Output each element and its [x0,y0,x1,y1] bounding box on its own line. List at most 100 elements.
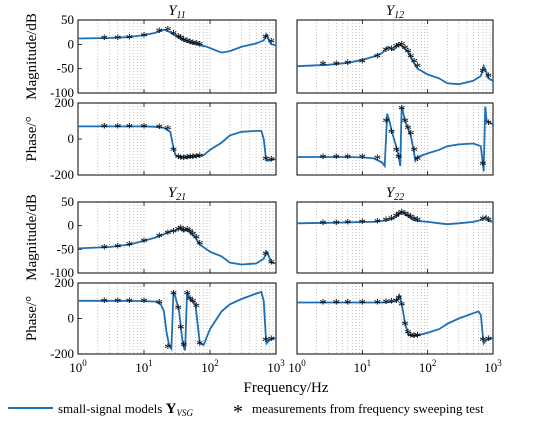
x-tick-label: 102 [419,358,437,375]
measurement-marker: * [186,225,194,241]
measurement-marker: * [410,55,418,71]
measurement-marker: * [126,239,134,255]
measurement-marker: * [410,330,418,346]
measurement-marker: * [186,151,194,167]
measurement-marker: * [140,295,148,311]
measurement-marker: * [344,151,352,167]
measurement-marker: * [479,213,487,229]
plot-frame [77,201,277,274]
legend-line-label: small-signal models YVSG [58,401,193,418]
panel-title: Y12 [386,3,404,21]
measurement-marker: * [268,333,276,349]
y-axis-label: Phase/° [24,116,40,161]
measurement-marker: * [398,298,406,314]
y-tick-label: -100 [50,265,74,280]
measurement-marker: * [382,115,390,131]
measurement-marker: * [382,214,390,230]
measurement-marker: * [333,58,341,74]
y-tick-label: -100 [50,85,74,100]
measurement-marker: * [359,151,367,167]
y-tick-label: 0 [68,131,75,146]
measurement-marker: * [414,153,422,169]
measurement-marker: * [155,230,163,246]
measurement-marker: * [126,295,134,311]
model-curve [297,106,493,172]
measurement-marker: * [359,55,367,71]
measurement-marker: * [485,70,493,86]
measurement-marker: * [414,214,422,230]
measurement-marker: * [398,206,406,222]
panel-Y12p: * * * * *********** ** [296,102,494,176]
model-curve [78,125,276,162]
measurement-marker: * [401,318,409,334]
measurement-marker: * [374,51,382,67]
measurement-marker: * [180,34,188,50]
measurement-marker: * [388,213,396,229]
measurement-marker: * [407,128,415,144]
measurement-marker: * [359,216,367,232]
y-tick-label: 200 [55,95,75,110]
measurement-marker: * [186,36,194,52]
measurement-marker: * [193,37,201,53]
y-tick-label: 200 [55,275,75,290]
measurement-marker: * [114,32,122,48]
measurement-marker: * [196,150,204,166]
measurement-marker: * [404,122,412,138]
measurement-marker: * [183,35,191,51]
measurement-marker: * [183,288,191,304]
measurement-marker: * [479,65,487,81]
y-tick-label: -200 [50,167,74,182]
measurement-marker: * [388,43,396,59]
legend-marker-label: measurements from frequency sweeping tes… [252,401,484,416]
measurement-marker: * [189,228,197,244]
measurement-marker: * [388,126,396,142]
measurement-marker: * [180,152,188,168]
measurement-marker: * [174,302,182,318]
measurement-marker: * [140,30,148,46]
x-tick-label: 100 [288,358,306,375]
measurement-marker: * [189,296,197,312]
measurement-marker: * [404,46,412,62]
measurement-marker: * [398,38,406,54]
y-tick-label: 0 [68,311,75,326]
measurement-marker: * [398,102,406,118]
measurement-marker: * [333,217,341,233]
measurement-marker: * [170,144,178,160]
measurement-marker: * [177,222,185,238]
measurement-marker: * [485,214,493,230]
measurement-marker: * [155,121,163,137]
measurement-marker: * [401,208,409,224]
y-tick-label: 0 [68,36,75,51]
model-curve [297,210,493,226]
measurement-marker: * [388,296,396,312]
measurement-marker: * [174,151,182,167]
panel-Y12: Y12* * * * * ********** ** [296,3,494,94]
measurement-marker: * [177,152,185,168]
measurement-marker: * [140,235,148,251]
plot-frame [77,19,277,94]
measurement-marker: * [101,241,109,257]
y-axis-label: Magnitude/dB [24,194,40,281]
measurement-marker: * [170,225,178,241]
measurement-marker: * [114,295,122,311]
measurement-marker: * [262,334,270,350]
x-tick-label: 100 [69,358,87,375]
model-curve [78,290,276,352]
measurement-marker: * [319,297,327,313]
plot-frame [296,19,494,94]
panel-Y22p: * * * * * ********** ** [296,282,494,355]
measurement-marker: * [193,232,201,248]
x-tick-label: 103 [484,358,502,375]
legend: small-signal models YVSG * measurements … [8,401,484,423]
measurement-marker: * [485,117,493,133]
measurement-marker: * [164,227,172,243]
measurement-marker: * [392,210,400,226]
model-curve [297,292,493,346]
measurement-marker: * [155,25,163,41]
measurement-marker: * [374,152,382,168]
y-axis-label: Magnitude/dB [24,13,40,100]
measurement-marker: * [382,44,390,60]
